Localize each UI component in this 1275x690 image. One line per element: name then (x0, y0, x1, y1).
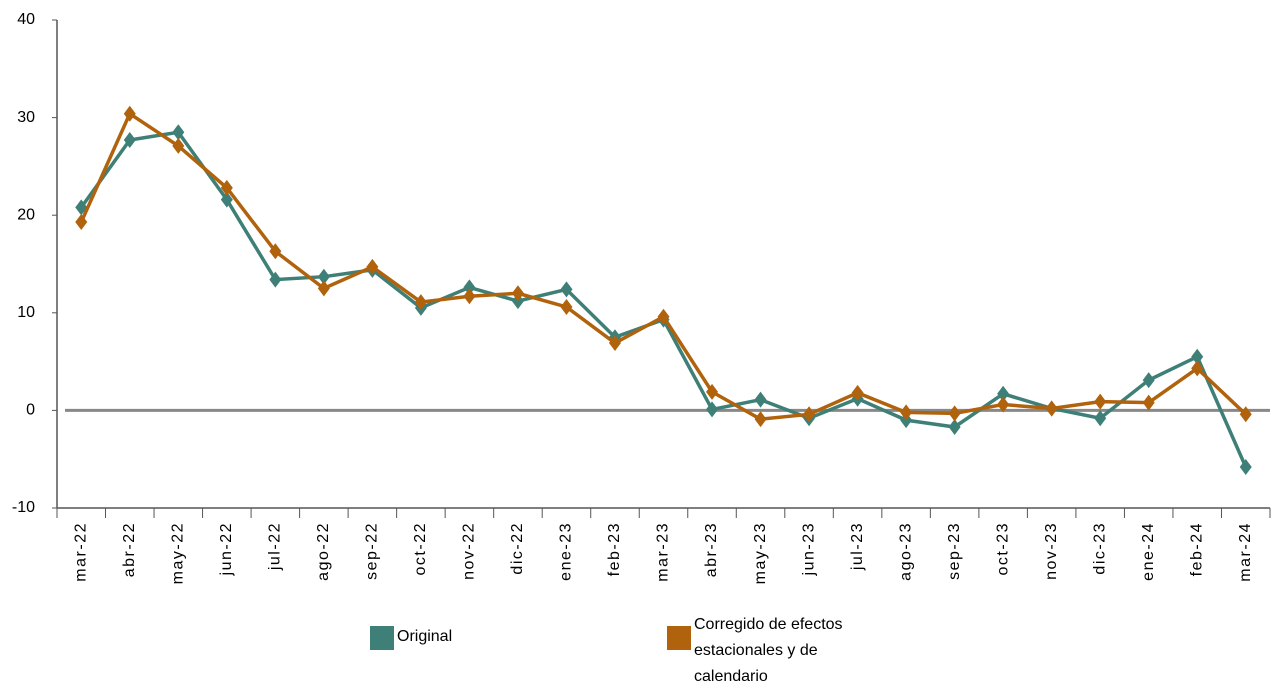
x-tick-label: feb-24 (1188, 522, 1205, 576)
marker (220, 191, 233, 208)
y-tick-label: 0 (26, 402, 35, 419)
marker (511, 285, 524, 302)
x-tick-label: dic-23 (1091, 522, 1108, 575)
x-tick-label: nov-22 (461, 522, 478, 580)
x-tick-label: sep-23 (946, 522, 963, 580)
legend-item: Corregido de efectos estacionales y de c… (667, 612, 927, 690)
x-tick-label: dic-22 (509, 522, 526, 575)
marker (220, 179, 233, 196)
chart: -10 0 10 20 30 40 mar-22 abr-22 may-22 jun-22 jul-… (12, 11, 1271, 584)
x-tick-label: jul-22 (267, 522, 284, 571)
marker (269, 271, 282, 288)
x-tick-label: abr-23 (703, 522, 720, 577)
series-line (79, 111, 1247, 421)
marker (123, 132, 136, 149)
y-tick-label: 20 (17, 206, 35, 223)
x-tick-label: nov-23 (1043, 522, 1060, 580)
x-tick-label: mar-23 (655, 522, 672, 582)
marker (1142, 394, 1155, 411)
marker (997, 385, 1010, 402)
marker (803, 406, 816, 423)
marker (948, 418, 961, 435)
y-tick-label: 30 (17, 109, 35, 126)
x-tick-label: abr-22 (121, 522, 138, 577)
legend-item: Original (370, 624, 452, 650)
marker (1094, 410, 1107, 427)
marker (463, 288, 476, 305)
x-tick-label: oct-23 (994, 522, 1011, 575)
x-tick-label: feb-23 (606, 522, 623, 576)
x-tick-label: mar-24 (1237, 522, 1254, 582)
legend-label: Corregido de efectos estacionales y de c… (694, 616, 843, 685)
x-tick-label: mar-22 (72, 522, 89, 582)
marker (1191, 360, 1204, 377)
x-tick-label: may-22 (170, 522, 187, 584)
y-tick-label: 10 (17, 304, 35, 321)
marker (123, 105, 136, 122)
marker (366, 258, 379, 275)
marker (75, 214, 88, 231)
marker (560, 281, 573, 298)
marker (657, 308, 670, 325)
x-tick-label: jul-23 (849, 522, 866, 571)
series-line (79, 130, 1248, 468)
legend-label: Original (397, 628, 453, 645)
x-tick-label: ago-22 (315, 522, 332, 581)
marker (997, 396, 1010, 413)
marker (706, 383, 719, 400)
marker (1045, 400, 1058, 417)
marker (706, 401, 719, 418)
marker (608, 335, 621, 352)
page: {"chart_data": {"type": "line", "categor… (11, 11, 1271, 685)
marker (1239, 459, 1252, 476)
legend-swatch (667, 626, 691, 650)
marker (269, 243, 282, 260)
marker (414, 294, 427, 311)
x-tick-label: ago-23 (897, 522, 914, 581)
y-tick-label: -10 (12, 499, 35, 516)
x-tick-label: may-23 (752, 522, 769, 584)
marker (1142, 372, 1155, 389)
marker (560, 298, 573, 315)
x-tick-label: oct-22 (412, 522, 429, 575)
x-tick-label: ene-24 (1140, 522, 1157, 581)
y-tick-label: 40 (17, 11, 35, 28)
marker (1191, 348, 1204, 365)
marker (172, 137, 185, 154)
x-tick-label: jun-23 (800, 522, 817, 576)
marker (948, 405, 961, 422)
x-tick-label: jun-22 (218, 522, 235, 576)
marker (754, 391, 767, 408)
x-tick-label: sep-22 (364, 522, 381, 580)
marker (463, 279, 476, 296)
legend-swatch (370, 626, 394, 650)
marker (172, 124, 185, 141)
marker (317, 280, 330, 297)
marker (851, 384, 864, 401)
marker (317, 268, 330, 285)
marker (1094, 393, 1107, 410)
marker (754, 411, 767, 428)
marker (900, 404, 913, 421)
x-tick-label: ene-23 (558, 522, 575, 581)
marker (1239, 406, 1252, 423)
